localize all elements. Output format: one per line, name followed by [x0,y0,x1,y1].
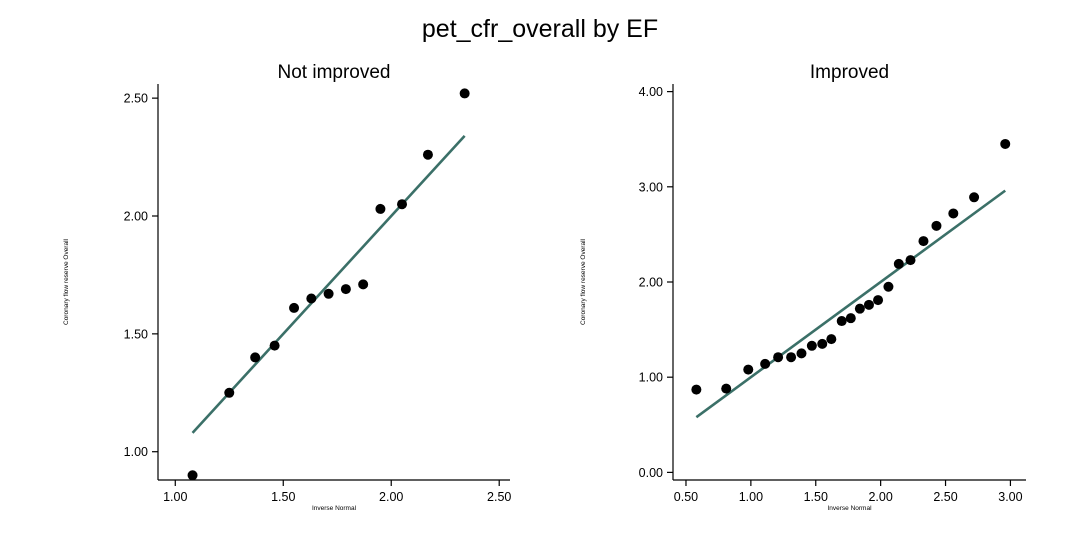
data-point [289,302,300,313]
data-point [269,340,280,351]
data-point [796,348,807,359]
data-point [918,236,929,247]
y-axis-label: Coronary flow reserve Overall [63,238,70,325]
figure-title: pet_cfr_overall by EF [422,15,658,43]
data-point [854,303,865,314]
data-point [760,358,771,369]
x-tick-label: 1.00 [163,490,187,504]
data-point [306,293,317,304]
data-point [224,387,235,398]
panel-improved: Improved 0.00 1.00 2.00 3.00 4.00 0.50 1.00 1.50… [580,62,1026,512]
x-tick-label: 3.00 [998,490,1022,504]
x-tick-label: 1.50 [804,490,828,504]
data-point [743,364,754,375]
data-point [826,334,837,345]
y-tick-label: 2.00 [124,210,148,224]
data-point [905,255,916,266]
data-point [863,299,874,310]
y-tick-label: 2.50 [124,92,148,106]
data-point [836,316,847,327]
y-tick-label: 1.00 [639,371,663,385]
reference-line-not-improved [191,134,466,434]
y-tick-label: 4.00 [639,85,663,99]
x-tick-label: 0.50 [674,490,698,504]
data-point [873,295,884,306]
data-point [340,284,351,295]
data-point [948,208,959,219]
data-point [893,258,904,269]
x-tick-label: 1.00 [739,490,763,504]
x-tick-label: 1.50 [271,490,295,504]
panel-title: Improved [810,62,889,83]
panel-title: Not improved [278,62,391,83]
data-point [422,149,433,160]
y-tick-label: 1.50 [124,327,148,341]
data-point [721,383,732,394]
y-tick-label: 1.00 [124,445,148,459]
data-point [323,288,334,299]
x-axis-label: Inverse Normal [827,505,872,512]
panel-not-improved: Not improved 1.00 1.50 2.00 2.50 1.00 1.50 2.00… [63,62,511,512]
data-point [773,352,784,363]
x-tick-label: 2.50 [933,490,957,504]
data-point [397,199,408,210]
data-point [691,384,702,395]
x-axis-label: Inverse Normal [312,505,357,512]
y-axis-label: Coronary flow reserve Overall [580,238,587,325]
data-point [1000,138,1011,149]
y-tick-label: 0.00 [639,466,663,480]
data-point [375,203,386,214]
reference-line-improved [695,189,1007,419]
x-tick-label: 2.00 [379,490,403,504]
data-point [806,340,817,351]
data-point [459,88,470,99]
x-tick-label: 2.50 [487,490,511,504]
data-point [786,352,797,363]
x-tick-label: 2.00 [868,490,892,504]
data-point [250,352,261,363]
data-point [817,338,828,349]
data-point [187,470,198,481]
data-point [931,220,942,231]
data-point [358,279,369,290]
y-tick-label: 3.00 [639,180,663,194]
data-point [845,313,856,324]
y-tick-label: 2.00 [639,276,663,290]
data-point [969,192,980,203]
data-point [883,281,894,292]
